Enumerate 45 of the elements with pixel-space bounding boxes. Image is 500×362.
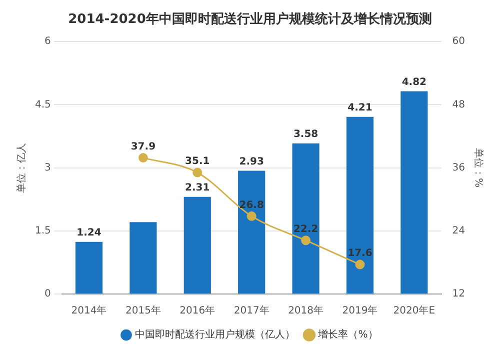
- x-tick-label: 2014年: [71, 304, 107, 317]
- point: [192, 168, 202, 178]
- data-label: 1.24: [76, 227, 102, 238]
- bar: [346, 116, 374, 294]
- legend-label: 增长率（%）: [317, 328, 378, 341]
- bar: [238, 170, 266, 294]
- point: [138, 153, 148, 163]
- y-axis-title: 单位：亿人: [16, 142, 28, 193]
- y-tick-label: 1.5: [34, 225, 51, 236]
- x-tick-label: 2019年: [342, 304, 378, 317]
- y-tick-label: 6: [44, 36, 51, 48]
- point: [301, 236, 311, 246]
- point: [246, 211, 256, 221]
- y2-tick-label: 36: [452, 162, 466, 174]
- x-tick-label: 2020年E: [393, 304, 436, 317]
- y-tick-label: 4.5: [34, 99, 51, 110]
- y2-tick-label: 48: [452, 99, 466, 110]
- legend-label: 中国即时配送行业用户规模（亿人）: [135, 328, 296, 341]
- data-label: 35.1: [185, 156, 210, 168]
- data-label: 3.58: [293, 128, 318, 140]
- x-tick-label: 2016年: [180, 304, 216, 317]
- data-label: 26.8: [239, 200, 264, 211]
- bar: [130, 222, 157, 294]
- y2-tick-label: 60: [452, 36, 466, 48]
- data-label: 4.82: [402, 76, 427, 88]
- y2-tick-label: 12: [452, 288, 466, 300]
- x-tick-label: 2018年: [288, 304, 324, 317]
- x-tick-label: 2017年: [234, 304, 270, 317]
- y-tick-label: 3: [44, 162, 51, 174]
- x-tick-label: 2015年: [125, 304, 161, 317]
- chart-title: 2014-2020年中国即时配送行业用户规模统计及增长情况预测: [68, 11, 432, 28]
- bar: [400, 91, 428, 294]
- y2-axis-title: 单位：%: [472, 148, 484, 188]
- data-label: 2.93: [239, 156, 264, 168]
- bar: [184, 196, 211, 294]
- data-label: 17.6: [348, 248, 372, 260]
- bar: [292, 143, 320, 294]
- y2-tick-label: 24: [452, 225, 466, 236]
- data-label: 4.21: [348, 102, 372, 114]
- point: [355, 260, 365, 270]
- data-label: 2.31: [185, 182, 210, 194]
- data-label: 22.2: [293, 224, 318, 235]
- bar: [75, 242, 103, 294]
- y-tick-label: 0: [44, 288, 51, 300]
- data-label: 37.9: [130, 141, 156, 152]
